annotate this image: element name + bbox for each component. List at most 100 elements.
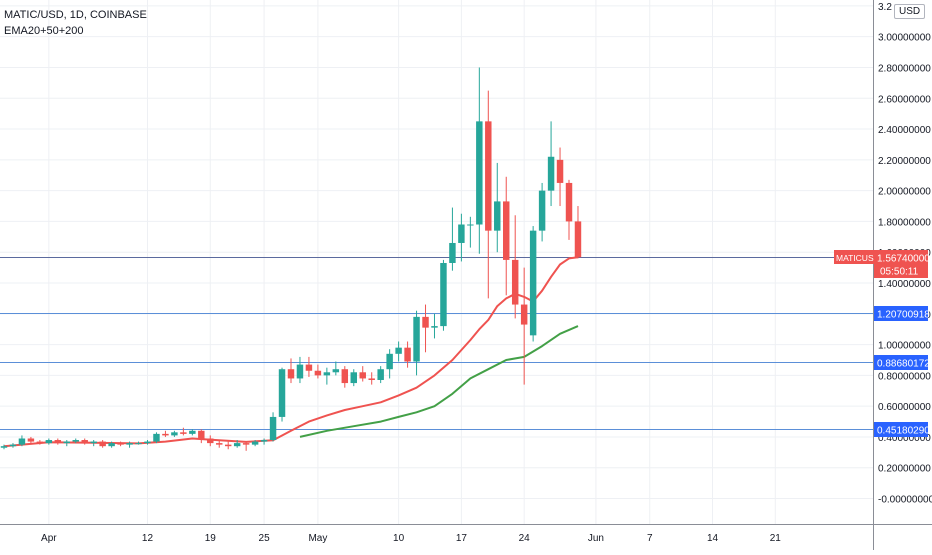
candle-body bbox=[395, 347, 402, 354]
candle[interactable] bbox=[287, 358, 295, 384]
candle[interactable] bbox=[332, 361, 340, 376]
candle-body bbox=[144, 441, 151, 444]
candle[interactable] bbox=[242, 441, 250, 451]
candle[interactable] bbox=[269, 412, 277, 442]
candle[interactable] bbox=[440, 259, 447, 331]
x-tick-label: 21 bbox=[770, 533, 782, 544]
candle[interactable] bbox=[565, 179, 573, 240]
candle-body bbox=[547, 156, 555, 191]
candle[interactable] bbox=[233, 440, 241, 448]
candle[interactable] bbox=[377, 366, 384, 384]
candle[interactable] bbox=[135, 441, 142, 445]
candle[interactable] bbox=[54, 438, 62, 445]
symbol-title[interactable]: MATIC/USD, 1D, COINBASE bbox=[4, 9, 147, 21]
candle[interactable] bbox=[449, 207, 456, 271]
candle[interactable] bbox=[538, 182, 546, 242]
candle[interactable] bbox=[547, 121, 555, 207]
candle-body bbox=[296, 364, 304, 379]
candle[interactable] bbox=[278, 367, 286, 422]
candle-layer[interactable] bbox=[0, 67, 582, 451]
candle[interactable] bbox=[341, 366, 349, 388]
candle-body bbox=[529, 230, 537, 336]
candle-body bbox=[269, 416, 277, 441]
candle[interactable] bbox=[251, 440, 259, 447]
candle[interactable] bbox=[467, 216, 474, 248]
candle[interactable] bbox=[171, 430, 178, 437]
candle[interactable] bbox=[162, 430, 169, 437]
candle[interactable] bbox=[260, 438, 268, 445]
candle[interactable] bbox=[511, 215, 519, 319]
candle-body bbox=[108, 443, 115, 447]
candle[interactable] bbox=[431, 313, 438, 339]
candle[interactable] bbox=[72, 438, 79, 444]
candle[interactable] bbox=[296, 356, 304, 384]
candle[interactable] bbox=[556, 147, 564, 207]
candle[interactable] bbox=[529, 226, 537, 342]
candle[interactable] bbox=[108, 441, 115, 448]
candle[interactable] bbox=[350, 369, 357, 387]
candle-body bbox=[54, 440, 62, 444]
candle[interactable] bbox=[126, 441, 133, 448]
candle[interactable] bbox=[520, 267, 528, 385]
candle-body bbox=[207, 438, 214, 444]
candle[interactable] bbox=[18, 435, 26, 447]
candle[interactable] bbox=[153, 432, 160, 444]
candle[interactable] bbox=[413, 310, 420, 376]
candle[interactable] bbox=[45, 438, 53, 445]
candle[interactable] bbox=[144, 440, 151, 445]
candle[interactable] bbox=[574, 206, 582, 259]
candle[interactable] bbox=[0, 444, 8, 450]
candle[interactable] bbox=[207, 435, 214, 447]
candle-body bbox=[117, 443, 124, 445]
candle[interactable] bbox=[314, 364, 322, 379]
candle[interactable] bbox=[323, 367, 331, 385]
level-price-tag bbox=[874, 422, 928, 437]
symbol-tag bbox=[834, 250, 874, 264]
candle[interactable] bbox=[359, 366, 366, 382]
candle-body bbox=[135, 443, 142, 445]
candle[interactable] bbox=[63, 440, 71, 447]
candle[interactable] bbox=[422, 304, 429, 353]
candle[interactable] bbox=[368, 372, 375, 385]
candle[interactable] bbox=[476, 67, 483, 254]
candle-body bbox=[0, 446, 8, 448]
candle-body bbox=[350, 372, 357, 384]
candle[interactable] bbox=[90, 440, 97, 447]
candle[interactable] bbox=[485, 90, 492, 299]
candle[interactable] bbox=[216, 440, 223, 448]
candle-body bbox=[99, 441, 106, 447]
candle-body bbox=[189, 430, 196, 434]
y-tick-label: 2.20000000 bbox=[878, 156, 931, 167]
ema50-line bbox=[299, 325, 579, 438]
candle[interactable] bbox=[224, 441, 232, 450]
horizontal-levels[interactable] bbox=[0, 257, 873, 430]
candle[interactable] bbox=[117, 441, 124, 447]
candle[interactable] bbox=[458, 213, 465, 262]
candle[interactable] bbox=[494, 162, 501, 253]
candle-body bbox=[377, 369, 384, 380]
candle-body bbox=[520, 304, 528, 325]
candle-body bbox=[431, 326, 438, 328]
candle[interactable] bbox=[27, 436, 35, 444]
candle-body bbox=[458, 224, 465, 243]
candle[interactable] bbox=[99, 440, 106, 448]
candle[interactable] bbox=[81, 438, 88, 445]
candle-body bbox=[180, 432, 187, 434]
candle[interactable] bbox=[386, 349, 393, 379]
candle[interactable] bbox=[305, 356, 313, 377]
indicator-title[interactable]: EMA20+50+200 bbox=[4, 25, 84, 37]
candle[interactable] bbox=[503, 176, 510, 296]
candle[interactable] bbox=[395, 341, 402, 362]
y-tick-label: 2.60000000 bbox=[878, 94, 931, 105]
candle-body bbox=[314, 370, 322, 376]
candle[interactable] bbox=[189, 429, 196, 436]
candle[interactable] bbox=[36, 440, 44, 445]
candle[interactable] bbox=[9, 443, 17, 448]
candle[interactable] bbox=[198, 429, 205, 444]
candle-body bbox=[224, 444, 232, 447]
candle[interactable] bbox=[180, 427, 187, 436]
currency-badge[interactable]: USD bbox=[894, 4, 926, 19]
candle[interactable] bbox=[404, 341, 411, 368]
